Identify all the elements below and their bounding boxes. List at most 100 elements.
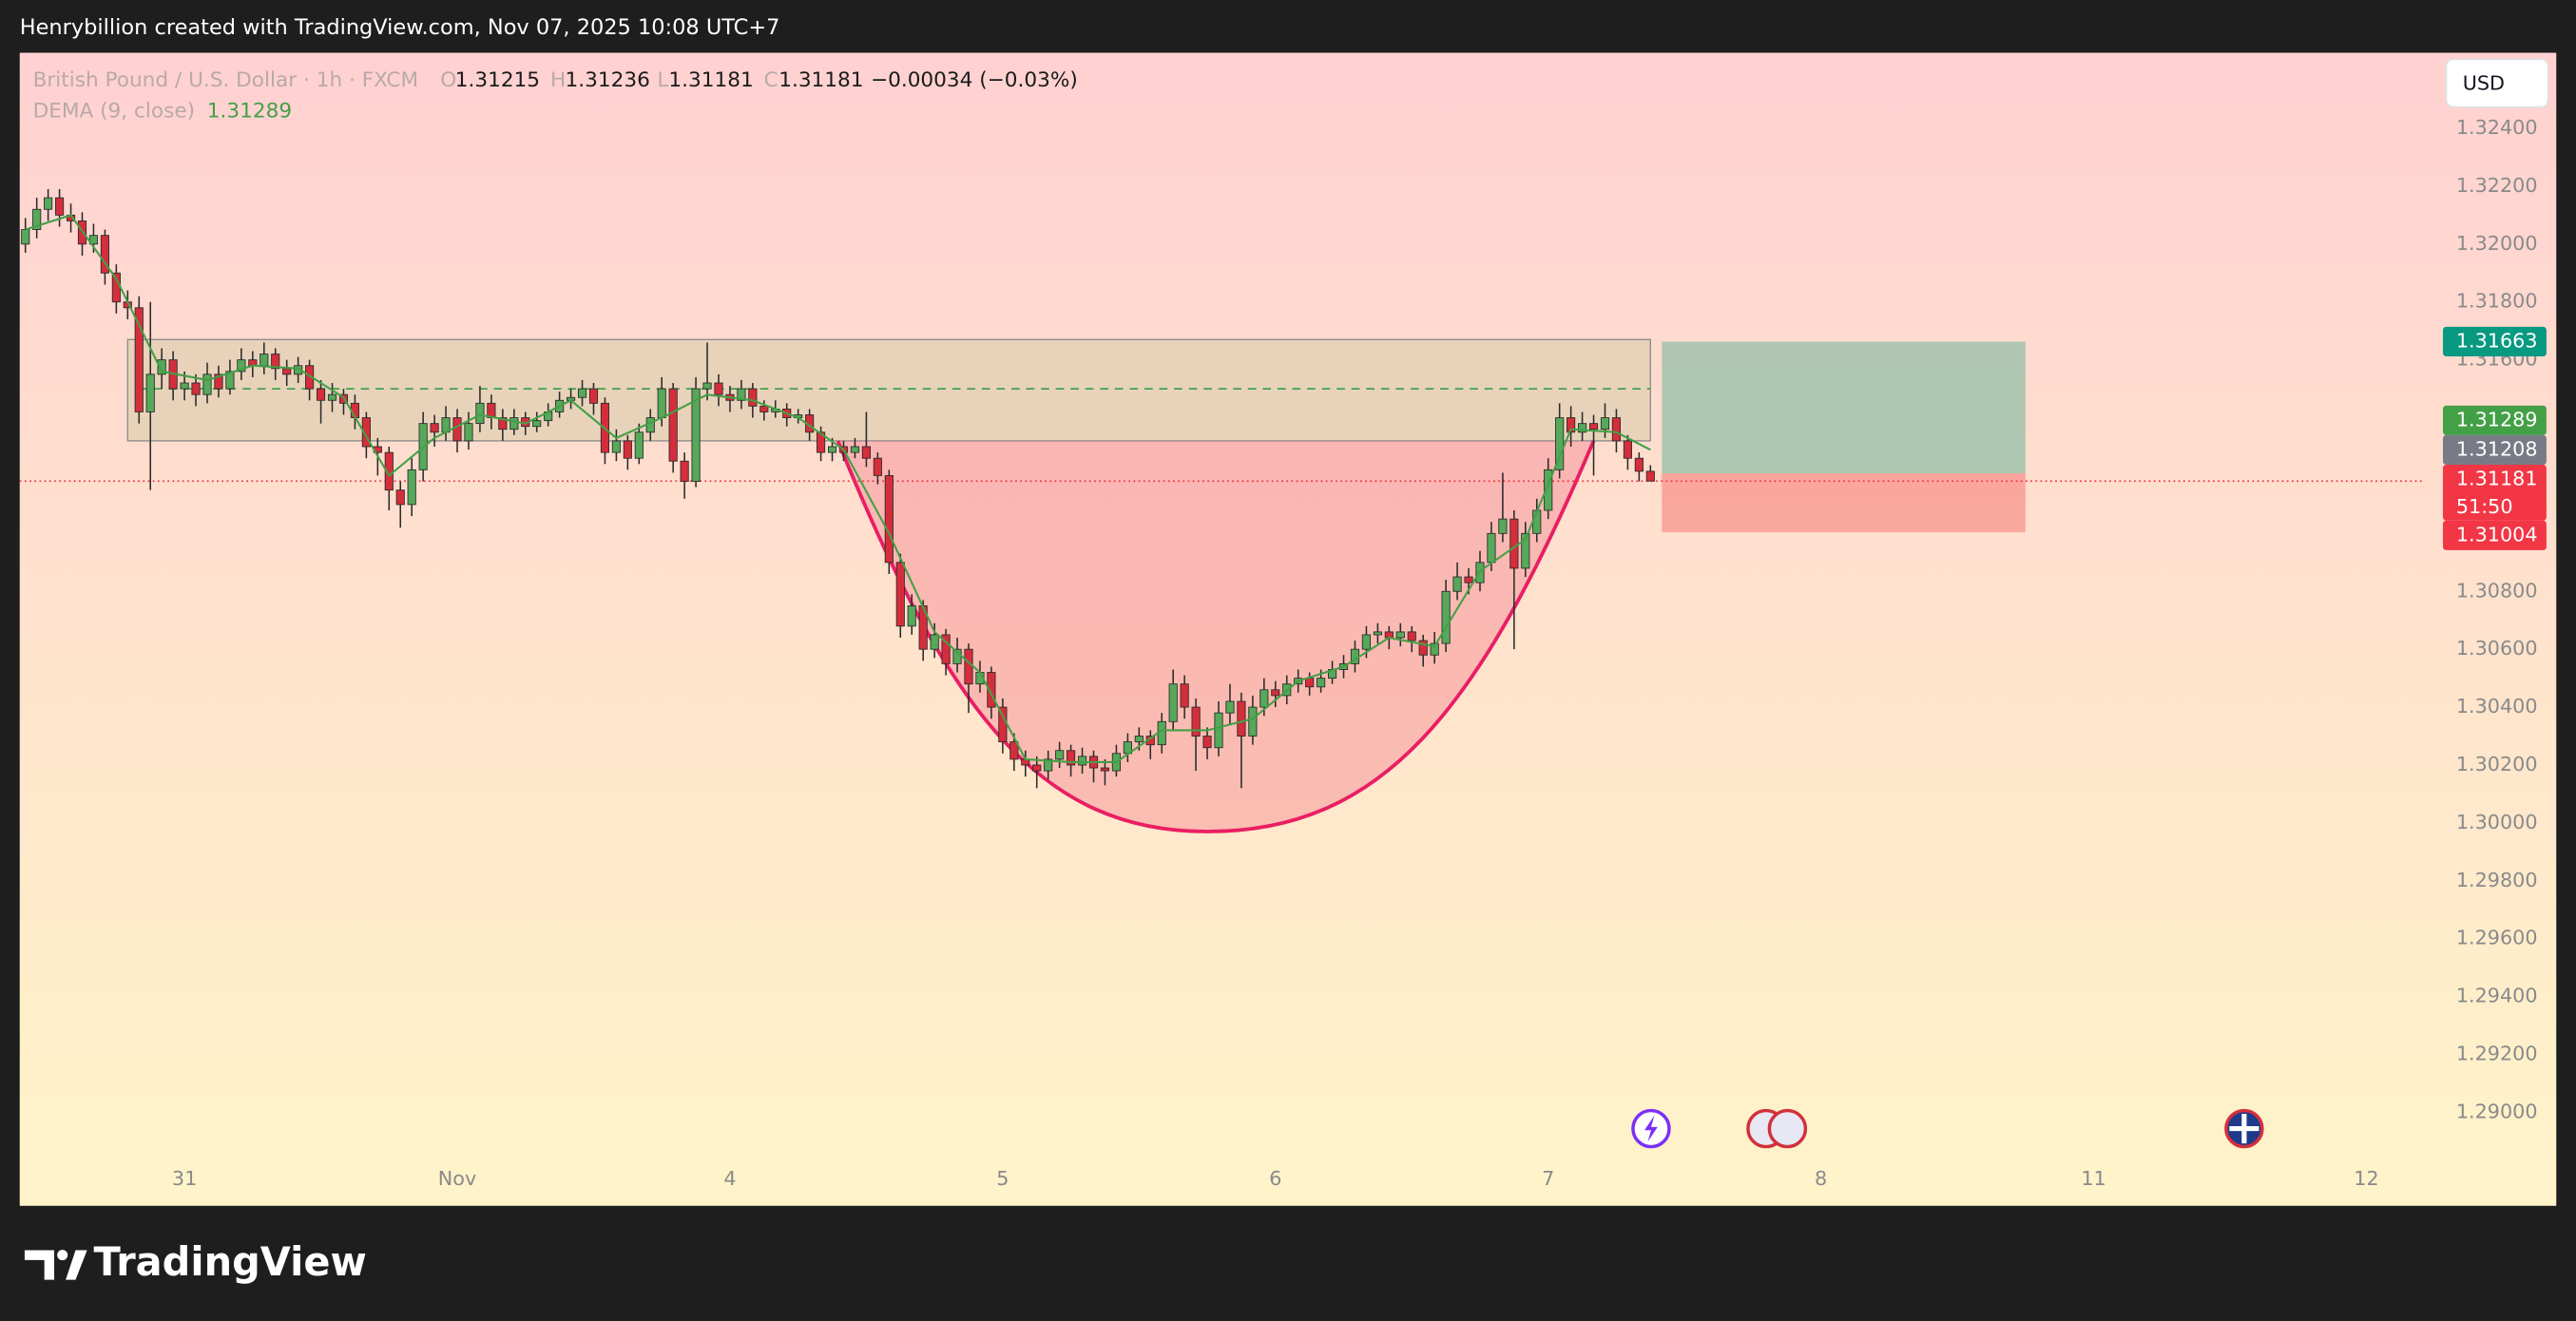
price-tag-label: 1.31208 — [2456, 437, 2538, 460]
candle-body — [861, 446, 871, 459]
candle-body — [55, 197, 65, 216]
candle-body — [395, 489, 405, 506]
ohlc-label: O — [440, 68, 456, 92]
price-tag — [2443, 520, 2547, 550]
candle-body — [1067, 750, 1076, 766]
range-zone — [126, 338, 1652, 442]
x-tick-label: 5 — [996, 1167, 1009, 1190]
y-tick-label: 1.29000 — [2456, 1100, 2538, 1122]
y-tick-label: 1.30200 — [2456, 753, 2538, 775]
x-tick-label: 7 — [1542, 1167, 1554, 1190]
candle-body — [475, 402, 485, 425]
price-tag — [2443, 405, 2547, 435]
y-tick-label: 1.29600 — [2456, 927, 2538, 949]
y-tick-label: 1.31800 — [2456, 290, 2538, 313]
candle-body — [361, 417, 371, 448]
candle-body — [1317, 678, 1326, 688]
candle-body — [748, 388, 758, 407]
x-tick-label: 4 — [723, 1167, 736, 1190]
y-tick-label: 1.30800 — [2456, 579, 2538, 602]
candle-body — [691, 388, 701, 482]
x-tick-label: 8 — [1815, 1167, 1827, 1190]
candle-body — [532, 420, 542, 428]
candle-body — [260, 354, 269, 367]
brand-logo — [24, 1250, 55, 1280]
currency-button[interactable] — [2445, 58, 2549, 108]
candle-body — [1237, 700, 1246, 737]
candle-body — [1567, 417, 1576, 433]
candle-body — [100, 235, 109, 274]
candle-body — [1418, 640, 1428, 656]
brand-logo — [57, 1250, 68, 1261]
candle-body — [611, 440, 621, 453]
candle-body — [714, 382, 723, 395]
candle-body — [452, 417, 462, 442]
candle-body — [1134, 736, 1144, 743]
currency-label[interactable]: USD — [2463, 71, 2505, 94]
price-tag — [2443, 434, 2547, 465]
price-tag-label: 1.31004 — [2456, 523, 2538, 546]
candle-body — [145, 373, 155, 412]
ohlc-label: C — [764, 68, 779, 92]
candle-body — [817, 431, 826, 453]
candle-body — [509, 417, 519, 431]
candle-body — [498, 417, 508, 431]
symbol: British Pound / U.S. Dollar · 1h · FXCM — [33, 68, 419, 92]
candle-body — [191, 382, 201, 395]
candle-body — [1452, 576, 1462, 592]
ohlc-value: 1.31181 — [668, 68, 753, 92]
price-tag — [2443, 464, 2547, 521]
candle-body — [759, 405, 769, 412]
candle-body — [884, 475, 894, 564]
candle-body — [827, 446, 837, 453]
candle-body — [1032, 764, 1042, 772]
candle-body — [680, 460, 689, 482]
candle-body — [668, 388, 678, 462]
y-tick-label: 1.29800 — [2456, 869, 2538, 891]
candle-body — [271, 354, 280, 370]
y-tick-label: 1.29400 — [2456, 985, 2538, 1007]
position-target — [1662, 341, 2026, 474]
brand-name: TradingView — [94, 1239, 367, 1285]
cup-fill — [837, 440, 1594, 833]
candle-body — [44, 197, 53, 210]
indicator-name: DEMA (9, close) — [33, 100, 195, 124]
plot — [19, 188, 2424, 833]
candle-body — [588, 388, 599, 404]
candle-body — [464, 423, 473, 442]
header-text: Henrybillion created with TradingView.co… — [20, 15, 780, 40]
candle-body — [941, 634, 951, 664]
candle-body — [1180, 683, 1189, 708]
candle-body — [1373, 631, 1382, 636]
candle-body — [737, 388, 746, 401]
candle-body — [1487, 532, 1496, 564]
y-tick-label: 1.32000 — [2456, 232, 2538, 255]
candle-body — [1578, 423, 1587, 433]
ohlc-label: L — [657, 68, 668, 92]
brand-logo — [66, 1250, 87, 1280]
candle-body — [1248, 706, 1258, 737]
candle-body — [1441, 590, 1451, 644]
candle-body — [180, 382, 189, 390]
candle-body — [1202, 736, 1212, 749]
flag-uk — [2229, 1114, 2259, 1144]
candle-body — [1191, 706, 1201, 737]
price-tag-label: 1.31181 — [2456, 468, 2538, 490]
position-stop — [1662, 473, 2026, 533]
candle-body — [430, 423, 439, 433]
x-tick-label: Nov — [438, 1167, 476, 1190]
price-tag — [2443, 326, 2547, 357]
candle-body — [1498, 518, 1508, 534]
x-tick-label: 12 — [2354, 1167, 2378, 1190]
candle-body — [1600, 417, 1610, 431]
flag-us — [1767, 1108, 1808, 1149]
candle-body — [157, 359, 166, 375]
candle-body — [1305, 678, 1315, 688]
x-tick-label: 6 — [1269, 1167, 1281, 1190]
candle-body — [316, 388, 326, 401]
candle-body — [32, 208, 42, 231]
candle-body — [21, 229, 30, 245]
candle-body — [702, 382, 712, 390]
candle-body — [964, 648, 973, 685]
candle-body — [1168, 683, 1178, 722]
